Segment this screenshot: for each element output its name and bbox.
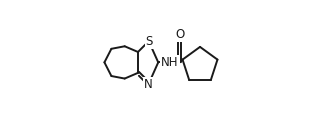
Text: S: S xyxy=(146,35,153,48)
Text: O: O xyxy=(175,28,184,41)
Text: NH: NH xyxy=(161,56,179,69)
Text: N: N xyxy=(145,78,153,91)
